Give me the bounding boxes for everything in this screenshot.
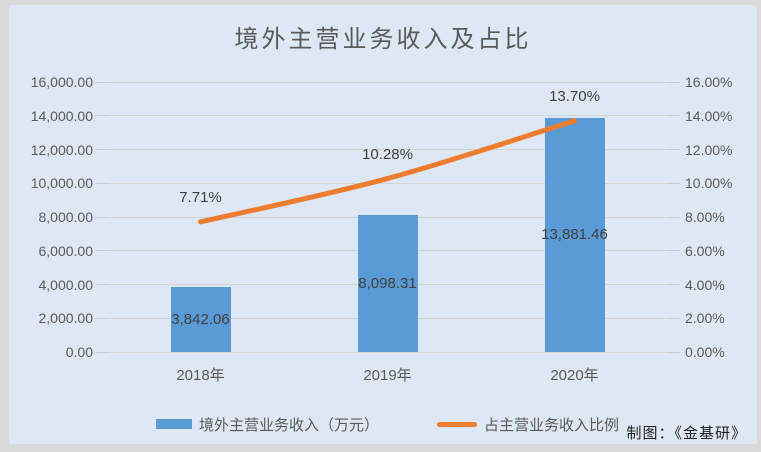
y-axis-left-label: 2,000.00 [38,310,94,327]
x-axis-label: 2019年 [363,367,412,384]
chart-title: 境外主营业务收入及占比 [234,26,532,53]
y-axis-left-tick [95,81,107,83]
y-axis-left-label: 14,000.00 [30,107,93,124]
line-point-label: 13.70% [549,87,600,105]
y-axis-right-label: 6.00% [685,242,725,259]
y-axis-left-tick [95,317,107,319]
y-axis-left-tick [95,216,107,218]
y-axis-right-tick [668,317,680,319]
legend-item-ratio: 占主营业务收入比例 [437,414,619,435]
bar-2019年 [357,215,418,352]
y-axis-right-label: 10.00% [685,175,733,192]
y-axis-right-label: 16.00% [685,74,733,90]
y-axis-left-tick [95,351,107,353]
gridline [107,351,668,353]
y-axis-right-label: 0.00% [685,344,725,360]
y-axis-left-label: 12,000.00 [30,141,93,158]
y-axis-right-tick [668,250,680,252]
y-axis-right-tick [668,284,680,285]
y-axis-left-label: 10,000.00 [30,175,93,192]
y-axis-right-tick [668,149,680,150]
y-axis-right-label: 4.00% [685,276,725,293]
credit-text: 制图：《金基研》 [626,425,747,442]
y-axis-right-tick [668,351,680,353]
bar-value-label: 13,881.46 [541,225,608,243]
x-axis-label: 2020年 [550,367,599,384]
y-axis-left-label: 0.00 [65,344,93,360]
y-axis-left-tick [95,182,107,184]
y-axis-right-tick [668,182,680,184]
legend-label-revenue: 境外主营业务收入（万元） [198,416,379,434]
bar-value-label: 8,098.31 [358,274,417,292]
bar-2018年 [170,287,231,352]
x-axis-label: 2018年 [176,367,225,384]
y-axis-right-label: 12.00% [685,141,733,158]
bar-series-swatch-icon [155,419,192,429]
legend-label-ratio: 占主营业务收入比例 [484,416,620,434]
gridline [107,81,668,83]
chart-card: 境外主营业务收入及占比 16,000.00 16.00% 14,000.00 14.0… [9,5,757,444]
line-point-label: 10.28% [362,145,413,163]
legend-item-revenue: 境外主营业务收入（万元） [155,414,379,435]
y-axis-left-tick [95,149,107,150]
gridline [107,115,668,117]
y-axis-right-label: 8.00% [685,209,725,225]
bar-value-label: 3,842.06 [171,310,230,328]
line-series-swatch-icon [437,421,477,427]
y-axis-right-tick [668,81,680,83]
y-axis-left-tick [95,284,107,285]
y-axis-left-label: 16,000.00 [30,74,93,90]
y-axis-left-tick [95,250,107,252]
y-axis-left-label: 6,000.00 [38,242,94,259]
y-axis-right-tick [668,216,680,218]
legend: 境外主营业务收入（万元） 占主营业务收入比例 [107,412,668,436]
y-axis-left-label: 4,000.00 [38,276,94,293]
y-axis-right-label: 2.00% [685,310,725,327]
y-axis-left-label: 8,000.00 [38,209,94,225]
y-axis-right-tick [668,115,680,117]
y-axis-left-tick [95,115,107,117]
y-axis-right-label: 14.00% [685,107,733,124]
line-point-label: 7.71% [179,188,222,206]
